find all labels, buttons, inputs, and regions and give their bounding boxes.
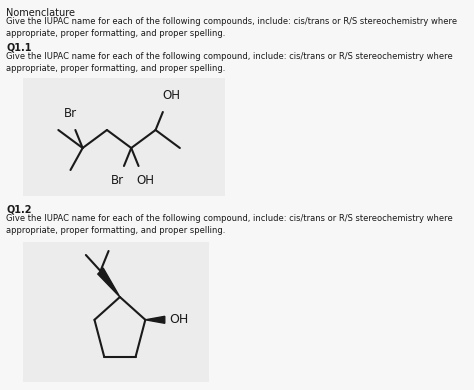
Text: OH: OH — [136, 174, 154, 187]
Text: Give the IUPAC name for each of the following compound, include: cis/trans or R/: Give the IUPAC name for each of the foll… — [7, 52, 453, 73]
FancyBboxPatch shape — [23, 242, 209, 382]
FancyBboxPatch shape — [23, 78, 225, 196]
Polygon shape — [146, 316, 165, 323]
Text: Br: Br — [64, 107, 77, 120]
Text: OH: OH — [170, 313, 189, 326]
Text: Give the IUPAC name for each of the following compound, include: cis/trans or R/: Give the IUPAC name for each of the foll… — [7, 214, 453, 235]
Text: Br: Br — [111, 174, 124, 187]
Polygon shape — [98, 268, 120, 297]
Text: Nomenclature: Nomenclature — [7, 8, 75, 18]
Text: Give the IUPAC name for each of the following compounds, include: cis/trans or R: Give the IUPAC name for each of the foll… — [7, 17, 457, 38]
Text: Q1.2: Q1.2 — [7, 205, 32, 215]
Text: Q1.1: Q1.1 — [7, 43, 32, 53]
Text: OH: OH — [162, 89, 180, 102]
